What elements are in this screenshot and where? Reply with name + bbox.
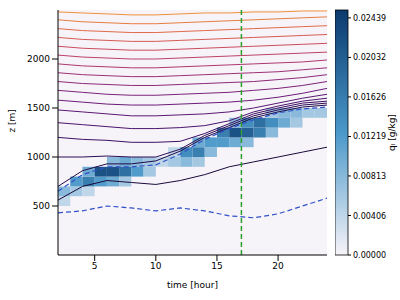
svg-text:0.01219: 0.01219	[353, 132, 386, 141]
svg-text:20: 20	[272, 261, 284, 271]
svg-text:5: 5	[92, 261, 98, 271]
svg-text:1500: 1500	[27, 103, 50, 113]
svg-text:10: 10	[150, 261, 162, 271]
svg-text:15: 15	[211, 261, 222, 271]
svg-text:2000: 2000	[27, 54, 50, 64]
svg-text:0.02439: 0.02439	[353, 14, 386, 23]
svg-text:0.00000: 0.00000	[353, 251, 386, 260]
svg-text:0.02032: 0.02032	[353, 53, 386, 62]
svg-text:qₗ [g/kg]: qₗ [g/kg]	[387, 114, 392, 151]
svg-text:0.00406: 0.00406	[353, 212, 386, 221]
svg-text:time [hour]: time [hour]	[167, 280, 218, 290]
svg-text:z [m]: z [m]	[8, 109, 17, 132]
svg-text:0.01626: 0.01626	[353, 93, 386, 102]
svg-text:500: 500	[33, 201, 50, 211]
svg-text:0.00813: 0.00813	[353, 172, 386, 181]
svg-text:1000: 1000	[27, 152, 50, 162]
